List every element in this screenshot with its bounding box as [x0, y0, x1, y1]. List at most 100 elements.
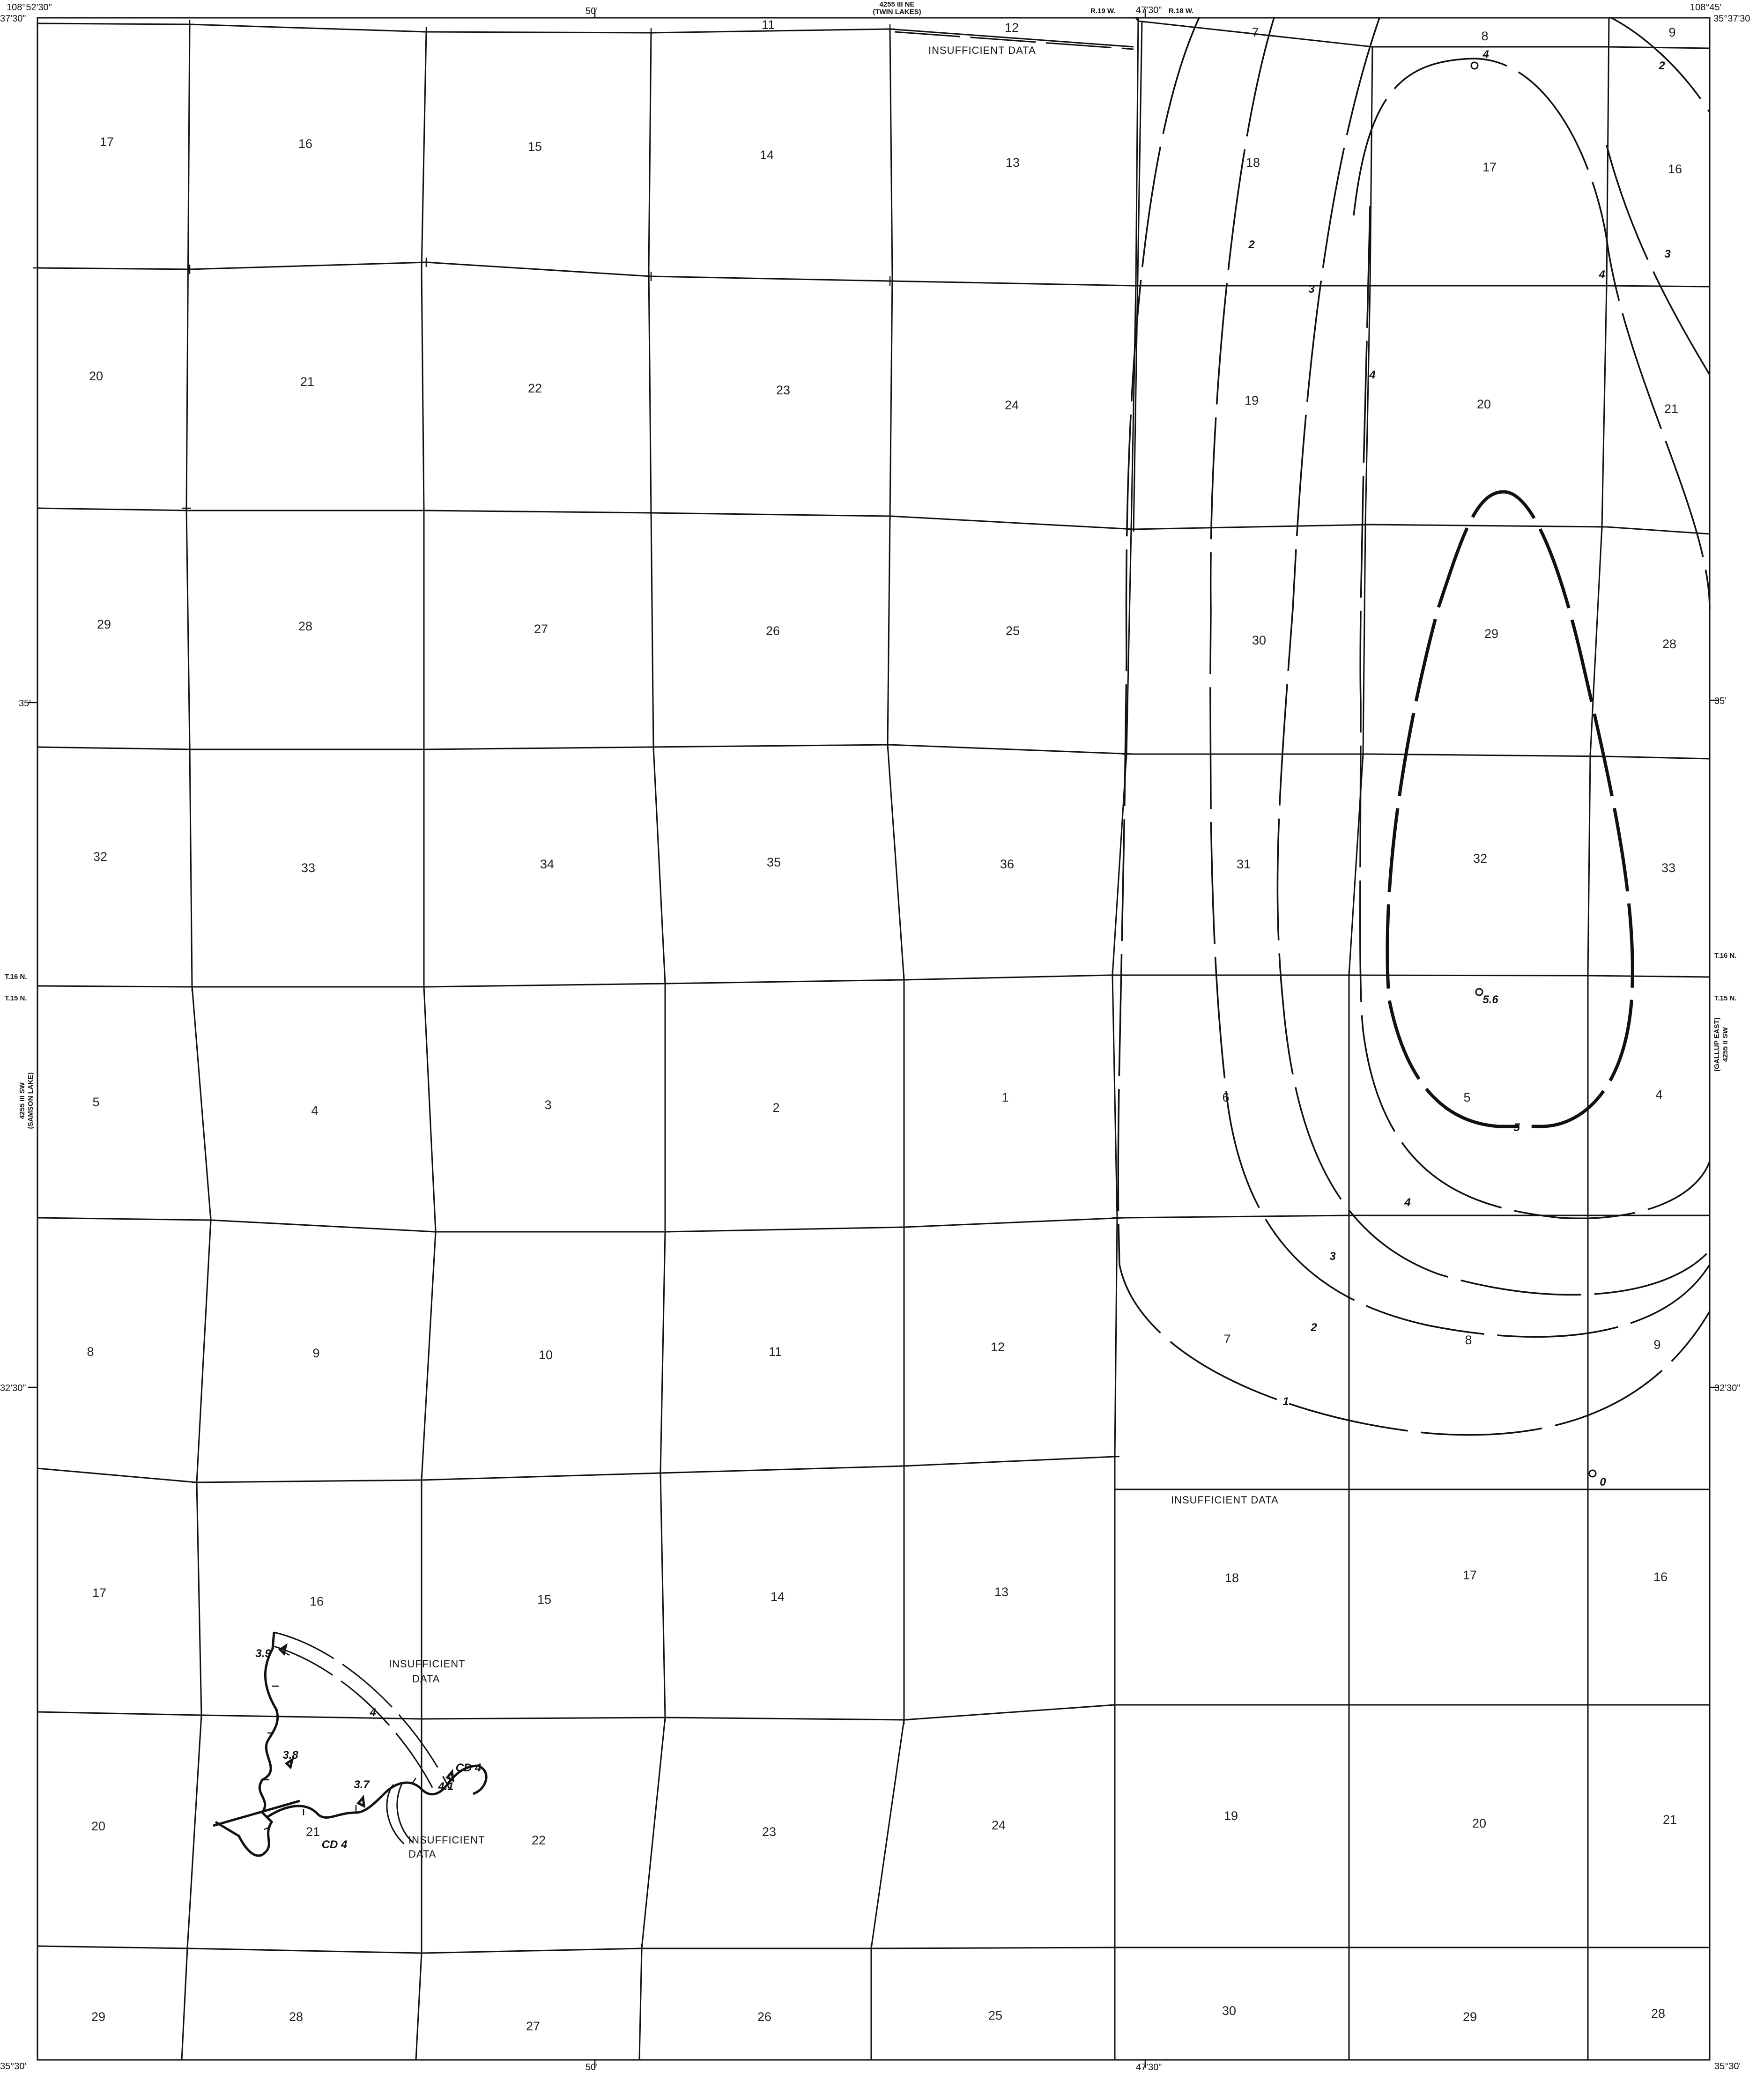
section-number: 24: [1005, 398, 1019, 412]
section-number: 28: [1651, 2006, 1665, 2021]
section-number: 8: [87, 1345, 94, 1359]
contour-label: 4: [1404, 1196, 1410, 1209]
township-16-left: T.16 N.: [5, 973, 27, 981]
adjacent-map-east-name: (GALLUP EAST): [1713, 1017, 1721, 1072]
point-value: 3.8: [282, 1749, 298, 1762]
section-number: 19: [1245, 393, 1259, 407]
section-number: 3: [544, 1098, 551, 1112]
section-number: 15: [537, 1592, 551, 1607]
contour-label: 2: [1310, 1321, 1317, 1334]
point-value-labels: 4 5.6 0 3.9 3.8 3.7 4.1 4 CD 4 CD 4: [255, 48, 1606, 1851]
latitude-3230-right: 32'30": [1714, 1383, 1740, 1393]
section-number: 17: [100, 135, 114, 149]
top-tick-50: 50': [586, 6, 598, 16]
contour-label: 3: [1664, 248, 1671, 260]
section-number: 6: [1222, 1090, 1229, 1104]
contour-2: [1209, 17, 1711, 1338]
range-west: R.19 W.: [1090, 7, 1115, 15]
section-number: 29: [91, 2010, 105, 2024]
section-number: 17: [1482, 160, 1497, 174]
corner-ne-longitude: 108°45': [1690, 2, 1721, 13]
contour-3: [1276, 17, 1711, 1296]
section-number: 33: [1661, 861, 1675, 875]
map-frame: [37, 17, 1711, 2061]
corner-ne-latitude: 35°37'30: [1713, 14, 1750, 24]
section-number: 21: [300, 375, 314, 389]
section-number: 7: [1252, 25, 1259, 39]
section-numbers: 11 12 7 8 9 17 16 15 14 13 18 17 16 20 2…: [87, 18, 1682, 2033]
section-number: 28: [298, 619, 312, 633]
section-number: 1: [1001, 1090, 1008, 1104]
section-number: 4: [1655, 1088, 1662, 1102]
section-number: 31: [1237, 857, 1251, 871]
section-number: 25: [1006, 624, 1020, 638]
section-number: 27: [534, 622, 548, 636]
section-number: 21: [306, 1825, 320, 1839]
section-number: 18: [1246, 155, 1260, 170]
section-number: 13: [994, 1585, 1008, 1599]
point-value: 4.1: [437, 1780, 453, 1793]
insufficient-data-note-sw1-line1: INSUFFICIENT: [389, 1658, 466, 1670]
sw-mine-area: [213, 1631, 488, 1857]
latitude-3230-left: 32'30": [0, 1383, 26, 1393]
section-number: 12: [1005, 21, 1019, 35]
section-number: 29: [1463, 2010, 1477, 2024]
section-number: 10: [539, 1348, 553, 1362]
contour-label: 4: [1369, 369, 1375, 381]
section-number: 17: [92, 1586, 106, 1600]
section-number: 20: [1472, 1816, 1486, 1830]
section-number: 32: [1473, 851, 1487, 866]
contour-label: 4: [1598, 268, 1605, 281]
section-number: 25: [988, 2008, 1002, 2022]
section-number: 30: [1252, 633, 1266, 647]
contour-label: 5: [1513, 1121, 1520, 1134]
contour-ne-2: [1606, 145, 1711, 375]
section-number: 24: [992, 1818, 1006, 1832]
section-number: 8: [1481, 29, 1488, 43]
contour-label: 2: [1248, 238, 1255, 251]
insufficient-data-note-sw2-line1: INSUFFICIENT: [408, 1834, 485, 1846]
section-number: 14: [760, 148, 774, 162]
section-number: 27: [526, 2019, 540, 2033]
section-number: 11: [762, 18, 775, 32]
section-number: 5: [1463, 1090, 1470, 1104]
adjacent-map-west-code: 4255 III SW: [18, 1082, 26, 1119]
section-number: 9: [1653, 1338, 1660, 1352]
corner-sw-latitude: 35°30': [0, 2061, 26, 2072]
point-value: CD 4: [322, 1838, 348, 1851]
section-number: 21: [1664, 402, 1678, 416]
section-number: 22: [532, 1833, 546, 1847]
section-number: 35: [767, 855, 781, 869]
section-number: 16: [310, 1594, 324, 1608]
section-number: 9: [312, 1346, 319, 1360]
point-value: 4: [1482, 48, 1489, 61]
section-number: 21: [1663, 1813, 1677, 1827]
point-value: 4: [369, 1706, 376, 1719]
adjacent-map-east-code: 4255 II SW: [1721, 1027, 1729, 1062]
contour-ne: [1611, 17, 1711, 113]
section-number: 11: [769, 1345, 782, 1359]
bottom-tick-50: 50': [586, 2062, 598, 2073]
section-number: 26: [766, 624, 780, 638]
bottom-tick-4730: 47'30": [1136, 2062, 1162, 2073]
contour-label: 3: [1308, 283, 1315, 296]
contour-4-inner: [1353, 58, 1711, 609]
point-value: 5.6: [1482, 993, 1498, 1006]
point-value: 0: [1600, 1476, 1606, 1488]
section-number: 8: [1465, 1333, 1472, 1347]
corner-se-latitude: 35°30': [1714, 2061, 1741, 2072]
section-number: 14: [771, 1590, 785, 1604]
section-number: 23: [762, 1825, 776, 1839]
latitude-35-left: 35': [19, 698, 31, 709]
section-number: 16: [298, 137, 312, 151]
point-value: CD 4: [456, 1762, 482, 1774]
adjacent-map-west-name: (SAMSON LAKE): [27, 1073, 35, 1129]
contour-label: 2: [1658, 59, 1665, 72]
section-number: 29: [97, 617, 111, 631]
section-number: 19: [1224, 1809, 1238, 1823]
insufficient-boundary-top: [894, 31, 1134, 50]
contour-label: 3: [1329, 1250, 1336, 1263]
contour-1: [1117, 17, 1711, 1436]
contour-labels: 1 2 3 4 5 2 3 4 2 3 4: [1248, 59, 1671, 1408]
